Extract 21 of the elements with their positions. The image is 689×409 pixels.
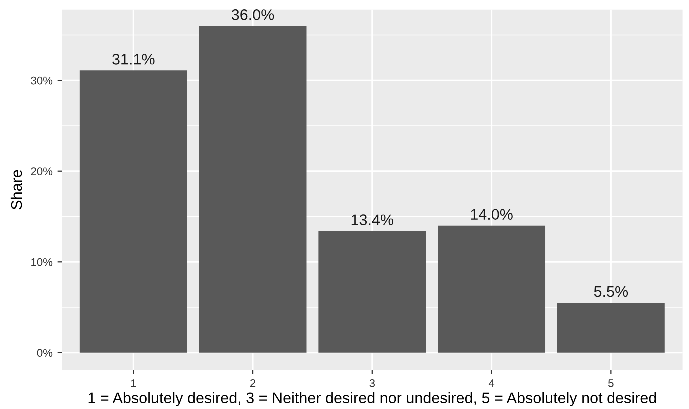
- x-tick-label: 4: [488, 380, 495, 388]
- data-label: 31.1%: [112, 54, 155, 65]
- x-tick-label: 5: [608, 380, 614, 388]
- bar: [438, 226, 546, 353]
- y-tick-label: 20%: [31, 168, 53, 176]
- data-label: 36.0%: [232, 10, 274, 20]
- x-tick-label: 2: [250, 379, 256, 388]
- y-tick-label: 0%: [37, 349, 53, 358]
- data-label: 5.5%: [594, 286, 628, 298]
- x-axis-title: 1 = Absolutely desired, 3 = Neither desired nor undesired, 5 = Absolutely not desired: [88, 392, 656, 407]
- y-tick-label: 10%: [32, 258, 53, 266]
- bar: [318, 231, 426, 353]
- bar: [557, 302, 665, 353]
- y-tick-label: 30%: [31, 76, 53, 85]
- y-axis-title: Share: [10, 170, 22, 210]
- data-label: 14.0%: [471, 209, 513, 220]
- data-label: 13.4%: [352, 214, 394, 226]
- x-tick-label: 1: [131, 380, 136, 388]
- bar: [199, 26, 307, 353]
- bar: [80, 70, 188, 353]
- x-tick-label: 3: [370, 379, 376, 388]
